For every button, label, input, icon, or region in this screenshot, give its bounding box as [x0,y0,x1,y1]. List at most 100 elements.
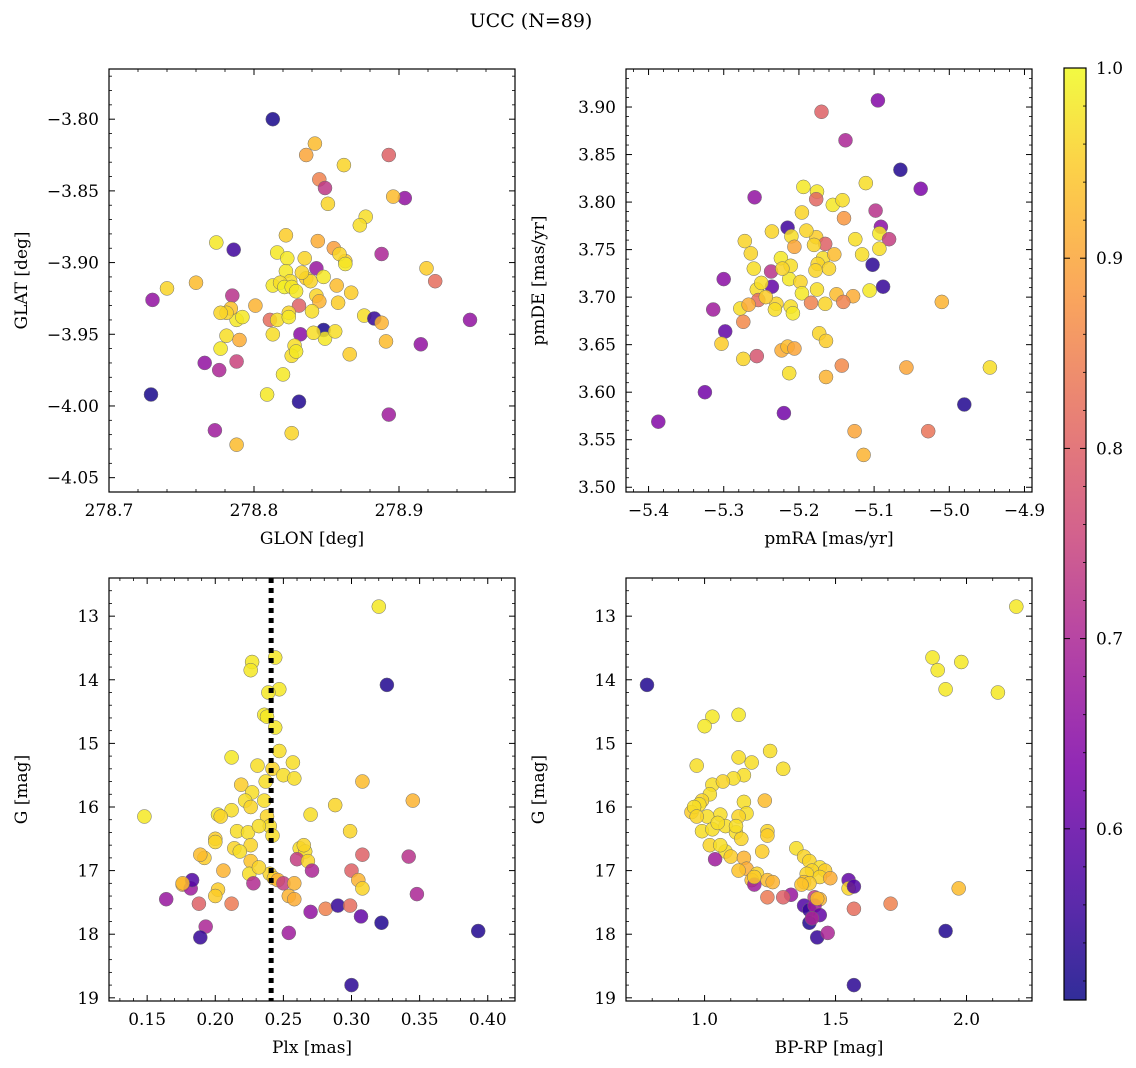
data-point [856,447,871,463]
data-point [804,911,820,926]
y-tick-label: 3.50 [578,478,616,498]
data-point [836,210,852,226]
data-point [318,901,333,917]
data-point [278,228,294,243]
y-tick-label: −3.90 [47,254,99,274]
data-point [235,309,250,325]
x-tick-label: 2.0 [953,1010,980,1030]
data-point [303,807,318,822]
data-point [734,831,749,847]
data-point [847,423,862,439]
data-point [741,297,756,312]
data-point [736,314,751,330]
data-point [250,758,265,773]
y-tick-label: 19 [594,989,616,1009]
data-point [868,203,883,218]
data-point [862,283,877,298]
data-point [723,849,739,864]
data-point [213,809,228,824]
data-point [858,175,874,191]
data-point [754,275,769,291]
y-tick-label: 14 [594,671,616,691]
data-point [697,718,712,734]
data-point [731,863,746,878]
data-point [714,336,729,351]
data-point [713,837,728,853]
data-point [951,881,966,896]
data-point [737,233,753,249]
y-tick-label: 3.80 [578,193,616,213]
data-point [329,278,344,293]
data-point [327,324,343,339]
data-point [836,294,851,310]
data-point [747,190,762,205]
y-tick-label: 3.65 [578,336,616,356]
x-tick-label: 0.30 [333,1010,371,1030]
data-point [312,294,327,309]
data-point [872,241,887,256]
x-tick-label: 278.9 [375,501,424,521]
colorbar-tick-label: 0.8 [1096,439,1123,459]
data-point [419,261,434,276]
data-point [246,876,261,891]
data-point [796,179,811,195]
data-point [385,189,401,204]
data-point [821,261,837,276]
x-tick-label: 278.8 [230,501,279,521]
data-point [728,818,744,834]
x-tick-label: 0.35 [401,1010,439,1030]
scatter-points [143,111,478,452]
data-point [707,851,723,867]
data-point [287,891,302,907]
data-point [344,977,359,993]
y-tick-label: 13 [77,607,99,627]
data-point [248,298,263,313]
y-axis-label: G [mag] [529,755,549,824]
data-point [757,793,773,808]
data-point [304,863,320,878]
data-point [213,305,228,321]
data-point [827,247,842,262]
data-point [229,354,244,369]
data-point [327,797,343,813]
data-point [875,279,891,294]
data-point [272,743,287,759]
data-point [809,891,825,906]
data-point [806,237,822,253]
data-point [291,394,307,409]
data-point [760,890,775,905]
data-point [818,333,834,349]
data-point [285,755,301,770]
data-point [893,162,908,178]
data-point [145,292,160,308]
data-point [342,898,358,913]
data-point [846,879,862,894]
data-point [820,925,835,941]
data-point [243,799,258,815]
data-point [233,777,249,792]
y-tick-label: −3.80 [47,110,99,130]
scatter-points [137,599,486,993]
y-tick-label: −4.05 [47,469,99,489]
data-point [355,881,370,896]
data-point [307,136,323,151]
data-point [291,298,307,313]
x-tick-label: −5.3 [703,501,744,521]
data-point [287,876,302,891]
data-point [342,347,357,362]
data-point [281,925,297,941]
data-point [251,860,267,875]
subplot-grid: 278.7 278.8 278.9 −4.05 −4.00 −3.95 −3.90 −3.85… [12,68,1045,1058]
x-tick-label: 0.20 [196,1010,234,1030]
data-point [865,257,880,273]
y-tick-label: 16 [594,798,616,818]
x-axis-label: pmRA [mas/yr] [764,529,893,549]
axes-frame [625,68,1033,493]
data-point [405,793,421,808]
data-point [427,273,443,289]
y-axis-label: G [mag] [12,755,32,824]
data-point [776,405,792,421]
y-tick-label: 17 [594,862,616,882]
data-point [193,930,208,945]
